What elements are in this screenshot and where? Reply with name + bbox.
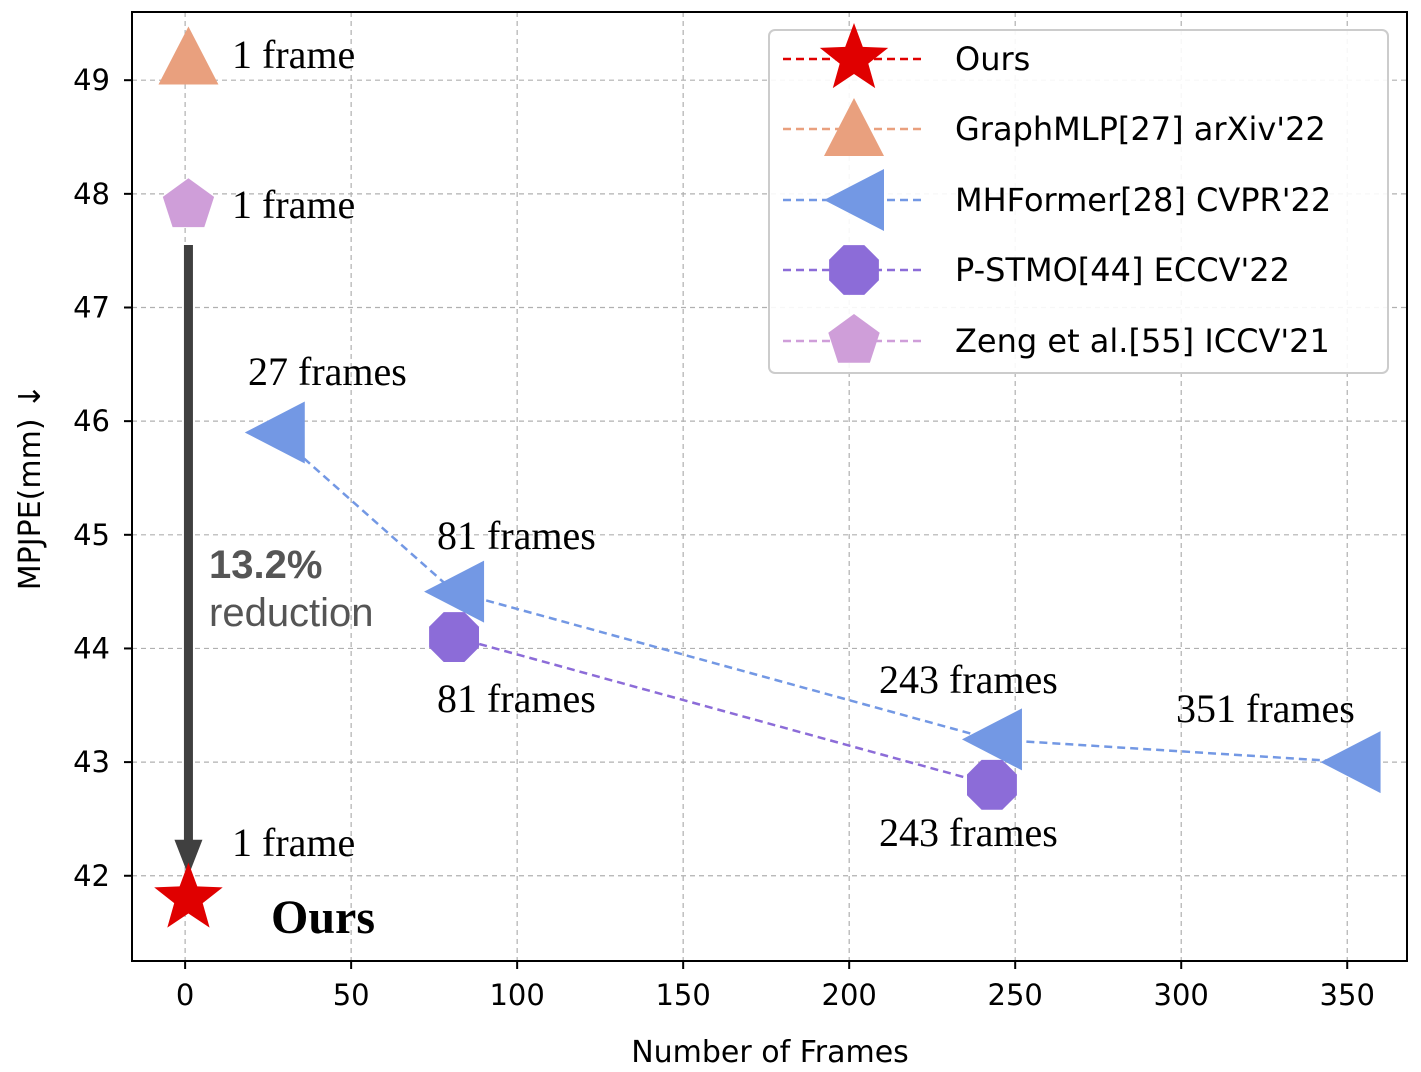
legend-marker-graphmlp xyxy=(824,98,884,156)
graphmlp-point xyxy=(158,26,219,85)
mhformer-27-label: 27 frames xyxy=(248,349,407,394)
ours-label: Ours xyxy=(271,891,375,944)
axis-ticks: 0 50 100 150 200 250 300 350 42 43 44 45 46 47 48 49 xyxy=(73,63,1375,1012)
mhformer-series-line xyxy=(273,431,1351,764)
x-tick-label: 200 xyxy=(822,978,877,1012)
pstmo-series-line xyxy=(453,635,993,787)
x-tick-label: 300 xyxy=(1154,978,1209,1012)
pstmo-point xyxy=(429,612,479,662)
reduction-percent: 13.2% xyxy=(209,543,322,587)
y-tick-label: 46 xyxy=(73,404,110,438)
mhformer-351-label: 351 frames xyxy=(1176,686,1355,731)
x-tick-label: 150 xyxy=(655,978,710,1012)
zeng-frames-label: 1 frame xyxy=(232,182,355,227)
x-tick-label: 100 xyxy=(489,978,544,1012)
y-tick-label: 44 xyxy=(73,631,110,665)
ours-point xyxy=(154,862,223,928)
legend-marker-zeng xyxy=(828,314,880,363)
mhformer-point xyxy=(1320,731,1381,794)
legend: Ours GraphMLP[27] arXiv'22 MHFormer[28] … xyxy=(768,23,1389,374)
y-tick-label: 48 xyxy=(73,177,110,211)
x-tick-label: 250 xyxy=(988,978,1043,1012)
y-axis-label: MPJPE(mm) ↓ xyxy=(13,384,48,590)
data-markers xyxy=(154,26,1381,928)
legend-label-pstmo: P-STMO[44] ECCV'22 xyxy=(955,251,1290,289)
legend-label-graphmlp: GraphMLP[27] arXiv'22 xyxy=(955,110,1326,148)
reduction-arrow xyxy=(174,244,203,876)
reduction-arrow-head xyxy=(174,839,203,876)
y-tick-label: 43 xyxy=(73,745,110,779)
x-axis-label: Number of Frames xyxy=(631,1035,909,1070)
mhformer-point xyxy=(424,560,485,623)
legend-label-ours: Ours xyxy=(955,40,1030,78)
mhformer-81-label: 81 frames xyxy=(437,513,596,558)
legend-label-zeng: Zeng et al.[55] ICCV'21 xyxy=(955,322,1330,360)
mhformer-point xyxy=(961,708,1022,771)
legend-marker-ours xyxy=(819,23,889,89)
zeng-point xyxy=(162,178,215,228)
reduction-word: reduction xyxy=(209,591,374,635)
mhformer-243-label: 243 frames xyxy=(879,657,1058,702)
legend-box xyxy=(768,29,1389,374)
y-tick-label: 49 xyxy=(73,63,110,97)
y-tick-label: 45 xyxy=(73,518,110,552)
x-tick-label: 0 xyxy=(176,978,194,1012)
ours-frames-label: 1 frame xyxy=(232,820,355,865)
mhformer-point xyxy=(244,401,305,464)
series-connecting-lines xyxy=(273,431,1351,787)
y-tick-label: 47 xyxy=(73,290,110,324)
legend-marker-mhformer xyxy=(824,169,884,231)
y-tick-label: 42 xyxy=(73,859,110,893)
graphmlp-frames-label: 1 frame xyxy=(232,32,355,77)
pstmo-point xyxy=(967,759,1017,810)
pstmo-243-label: 243 frames xyxy=(879,810,1058,855)
plot-frame xyxy=(131,11,1408,962)
legend-marker-pstmo xyxy=(829,245,879,295)
pstmo-81-label: 81 frames xyxy=(437,676,596,721)
x-tick-label: 350 xyxy=(1320,978,1375,1012)
legend-items xyxy=(783,23,925,363)
x-tick-label: 50 xyxy=(333,978,370,1012)
legend-label-mhformer: MHFormer[28] CVPR'22 xyxy=(955,181,1331,219)
